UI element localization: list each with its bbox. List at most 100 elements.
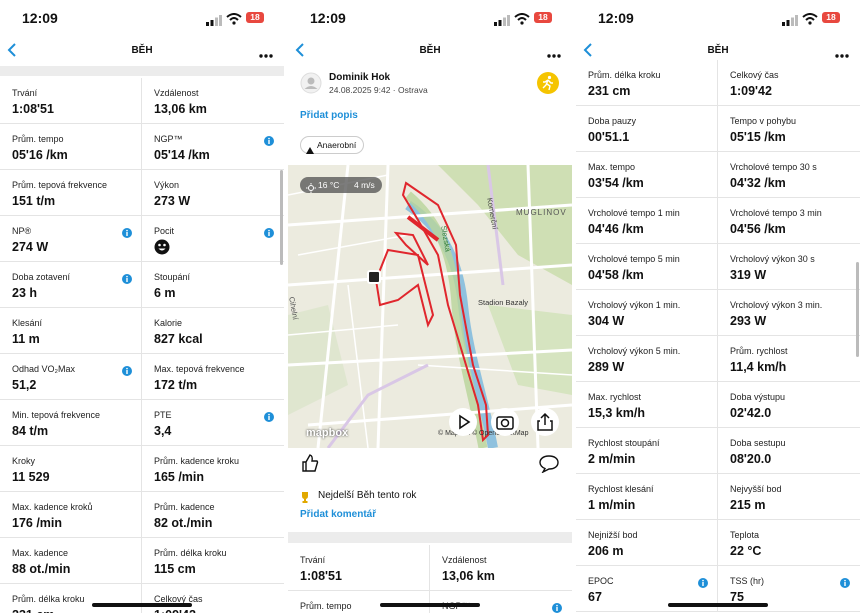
add-comment[interactable]: Přidat komentář	[300, 509, 377, 520]
info-icon[interactable]	[552, 600, 562, 613]
info-icon-icon	[552, 603, 562, 613]
stat-cell: Pocit	[142, 216, 284, 262]
more-button[interactable]	[258, 46, 274, 64]
stat-value: 172 t/m	[154, 378, 198, 392]
stat-label: Max. kadence	[12, 548, 69, 558]
stat-cell: NGP™	[430, 591, 572, 613]
stat-label: Rychlost klesání	[588, 484, 654, 494]
stat-cell: Prům. kadence kroku 165 /min	[142, 446, 284, 492]
back-button[interactable]	[582, 42, 594, 63]
more-button[interactable]	[834, 46, 850, 64]
info-icon-icon	[122, 228, 132, 238]
stat-cell: Doba zotavení 23 h	[0, 262, 142, 308]
info-icon[interactable]	[122, 225, 132, 243]
info-icon[interactable]	[698, 575, 708, 593]
map-label: Stadion Bazaly	[478, 298, 529, 307]
signal-icon	[782, 15, 798, 26]
stat-label: Prům. délka kroku	[588, 70, 661, 80]
stat-label: Max. tepová frekvence	[154, 364, 245, 374]
info-icon[interactable]	[122, 363, 132, 381]
signal-icon	[494, 15, 510, 26]
map-logo: mapbox	[306, 427, 349, 439]
stat-label: Vrcholový výkon 3 min.	[730, 300, 823, 310]
stat-value: 274 W	[12, 240, 49, 254]
battery: 18	[246, 12, 264, 23]
stat-label: Vrcholové tempo 5 min	[588, 254, 680, 264]
stat-cell: Doba výstupu 02'42.0	[718, 382, 860, 428]
stat-value: 04'56 /km	[730, 222, 786, 236]
phone-screen: 12:09 18 BĚH Trvání 1:08'51 Vzdálenost 13,06 k…	[0, 0, 284, 613]
tag-icon	[306, 141, 314, 159]
info-icon-icon	[264, 412, 274, 422]
stat-label: Prům. tempo	[12, 134, 64, 144]
stat-cell: Prům. délka kroku 231 cm	[0, 584, 142, 613]
back-button[interactable]	[294, 42, 306, 63]
stat-cell: Max. kadence kroků 176 /min	[0, 492, 142, 538]
stat-label: PTE	[154, 410, 172, 420]
sun-icon	[306, 180, 316, 198]
stat-cell: Max. rychlost 15,3 km/h	[576, 382, 718, 428]
battery: 18	[822, 12, 840, 23]
map-icon	[288, 165, 572, 449]
info-icon[interactable]	[840, 575, 850, 593]
stat-value: 273 W	[154, 194, 191, 208]
stat-value: 02'42.0	[730, 406, 772, 420]
scrollbar	[856, 262, 859, 357]
info-icon[interactable]	[264, 225, 274, 243]
like-button[interactable]	[300, 453, 320, 478]
comment-button-icon	[539, 455, 559, 474]
add-description[interactable]: Přidat popis	[300, 110, 358, 121]
stat-label: TSS (hr)	[730, 576, 765, 586]
scrollbar	[280, 170, 283, 265]
stat-cell: Rychlost klesání 1 m/min	[576, 474, 718, 520]
stat-value: 176 /min	[12, 516, 63, 530]
stat-value: 22 °C	[730, 544, 762, 558]
stat-cell: Prům. kadence 82 ot./min	[142, 492, 284, 538]
author-name: Dominik Hok	[329, 72, 391, 83]
info-icon[interactable]	[264, 409, 274, 427]
stat-cell: Prům. délka kroku 115 cm	[142, 538, 284, 584]
stat-cell: Vrcholový výkon 1 min. 304 W	[576, 290, 718, 336]
play-button[interactable]	[449, 408, 477, 436]
stat-value: 2 m/min	[588, 452, 636, 466]
home-indicator	[92, 603, 192, 607]
stat-value: 1:09'42	[154, 608, 196, 613]
stat-label: Výkon	[154, 180, 180, 190]
stat-value: 115 cm	[154, 562, 196, 576]
stat-label: Prům. kadence	[154, 502, 215, 512]
stat-label: Doba pauzy	[588, 116, 637, 126]
stat-label: Prům. tepová frekvence	[12, 180, 108, 190]
stat-value: 04'32 /km	[730, 176, 786, 190]
stat-label: Kroky	[12, 456, 36, 466]
achievement: Nejdelší Běh tento rok	[318, 490, 417, 501]
feeling-icon	[154, 239, 170, 260]
comment-button[interactable]	[538, 453, 560, 478]
more-button-icon	[835, 54, 849, 58]
back-button[interactable]	[6, 42, 18, 63]
info-icon[interactable]	[264, 133, 274, 151]
stat-value: 67	[588, 590, 602, 604]
back-button-icon	[583, 43, 592, 57]
photo-button[interactable]	[491, 408, 519, 436]
stat-value: 08'20.0	[730, 452, 772, 466]
weather-pill	[300, 177, 382, 193]
info-icon-icon	[122, 366, 132, 376]
stat-cell: Min. tepová frekvence 84 t/m	[0, 400, 142, 446]
wifi-icon	[226, 13, 242, 25]
stat-label: Min. tepová frekvence	[12, 410, 101, 420]
stat-cell: Prům. tempo	[288, 591, 430, 613]
stat-cell: Rychlost stoupání 2 m/min	[576, 428, 718, 474]
stat-cell: Vrcholové tempo 5 min 04'58 /km	[576, 244, 718, 290]
screen-title: BĚH	[131, 45, 153, 56]
stat-label: Prům. délka kroku	[12, 594, 85, 604]
stat-label: EPOC	[588, 576, 614, 586]
phone-screen: 12:09 18 BĚH Prům. délka kroku 231 cm Celkový…	[576, 0, 860, 613]
stat-label: Prům. tempo	[300, 601, 352, 611]
stat-label: Doba sestupu	[730, 438, 786, 448]
stat-value: 23 h	[12, 286, 38, 300]
more-button[interactable]	[546, 46, 562, 64]
screen-title: BĚH	[707, 45, 729, 56]
info-icon[interactable]	[122, 271, 132, 289]
stat-label: Rychlost stoupání	[588, 438, 660, 448]
share-button[interactable]	[531, 408, 559, 436]
